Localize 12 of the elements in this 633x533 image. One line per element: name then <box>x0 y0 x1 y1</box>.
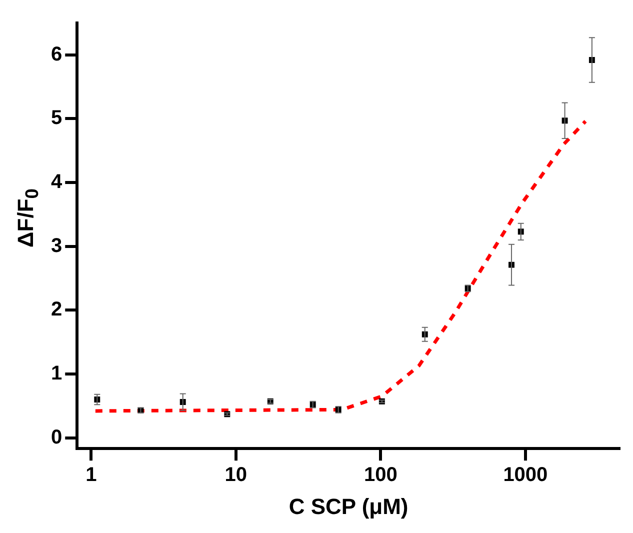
y-tick-label: 3 <box>51 234 62 257</box>
y-tick-label: 0 <box>51 426 62 448</box>
x-tick-label: 1000 <box>503 464 548 486</box>
y-tick-label: 5 <box>51 107 62 130</box>
x-tick-label: 10 <box>224 464 248 486</box>
y-tick-label: 6 <box>51 43 62 66</box>
y-tick-label: 2 <box>51 298 62 321</box>
x-tick-label: 1 <box>86 464 97 486</box>
x-axis-title: C SCP (μM) <box>288 494 408 519</box>
y-tick-label: 4 <box>51 171 63 194</box>
x-tick-label: 100 <box>364 464 398 486</box>
y-tick-label: 1 <box>51 362 62 384</box>
